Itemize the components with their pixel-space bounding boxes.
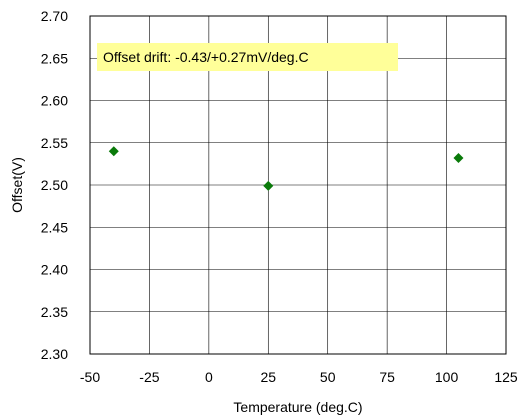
x-tick-label: 125 bbox=[494, 369, 518, 385]
x-tick-labels: -50 -25 0 25 50 75 100 125 bbox=[80, 369, 518, 385]
data-point-marker bbox=[263, 180, 274, 191]
y-tick-labels: 2.30 2.35 2.40 2.45 2.50 2.55 2.60 2.65 2.70 bbox=[41, 8, 68, 362]
x-tick-label: 50 bbox=[320, 369, 336, 385]
data-point-marker bbox=[108, 146, 119, 157]
x-tick-label: 75 bbox=[379, 369, 395, 385]
plot-area-border bbox=[89, 15, 507, 355]
data-points bbox=[108, 146, 464, 191]
y-tick-label: 2.40 bbox=[41, 262, 68, 278]
x-tick-label: -50 bbox=[80, 369, 100, 385]
x-tick-label: 100 bbox=[435, 369, 459, 385]
y-tick-label: 2.45 bbox=[41, 219, 68, 235]
x-tick-label: 25 bbox=[260, 369, 276, 385]
y-tick-label: 2.60 bbox=[41, 93, 68, 109]
y-tick-label: 2.55 bbox=[41, 135, 68, 151]
data-point-marker bbox=[453, 152, 464, 163]
y-tick-label: 2.35 bbox=[41, 304, 68, 320]
y-tick-label: 2.30 bbox=[41, 346, 68, 362]
annotation-background bbox=[97, 43, 398, 71]
x-tick-label: 0 bbox=[205, 369, 213, 385]
x-tick-label: -25 bbox=[139, 369, 159, 385]
annotation-box: Offset drift: -0.43/+0.27mV/deg.C bbox=[97, 43, 398, 71]
annotation-text: Offset drift: -0.43/+0.27mV/deg.C bbox=[103, 49, 309, 65]
y-tick-label: 2.50 bbox=[41, 177, 68, 193]
x-axis-label: Temperature (deg.C) bbox=[233, 399, 362, 415]
y-axis-label: Offset(V) bbox=[9, 157, 25, 213]
y-tick-label: 2.65 bbox=[41, 50, 68, 66]
y-tick-label: 2.70 bbox=[41, 8, 68, 24]
